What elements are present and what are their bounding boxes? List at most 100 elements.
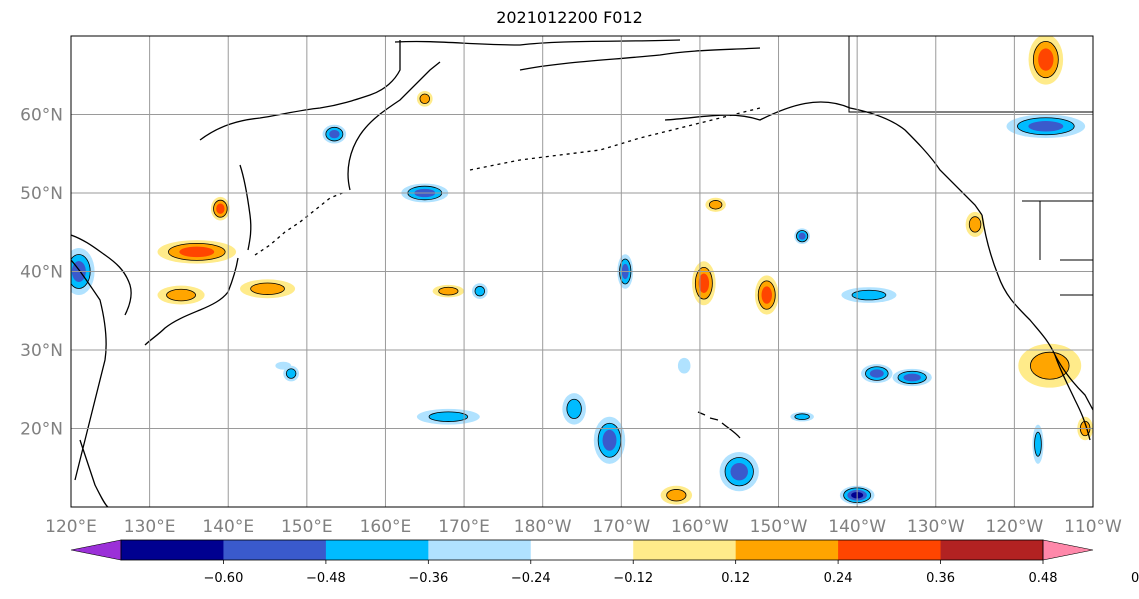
anomaly-33-band-2: [666, 489, 687, 502]
colorbar-label-0: −0.60: [204, 571, 244, 586]
coastlines: [71, 39, 1093, 507]
anomaly-8: [416, 90, 433, 107]
lon-label-7: 170°W: [592, 517, 650, 537]
anomaly-28: [790, 412, 814, 422]
lon-label-1: 130°E: [124, 517, 176, 537]
lon-label-12: 120°W: [986, 517, 1044, 537]
lon-label-4: 160°E: [360, 517, 412, 537]
colorbar-label-2: −0.36: [408, 571, 448, 586]
anomaly-9: [432, 284, 465, 298]
colorbar-label-7: 0.36: [926, 571, 955, 586]
map-frame: [70, 35, 1094, 508]
anomaly-13: [562, 393, 586, 425]
philippines-coast: [79, 439, 109, 507]
anomaly-14-band-3: [602, 429, 617, 451]
anomaly-26: [1028, 36, 1064, 85]
lon-label-10: 140°W: [828, 517, 886, 537]
lat-label-0: 20°N: [20, 420, 63, 440]
kuril-islands: [254, 191, 346, 256]
anomaly-3-band-3: [216, 203, 225, 214]
anomaly-10-band-2: [474, 285, 486, 297]
hawaii-islands: [697, 411, 741, 439]
anomaly-12: [283, 365, 299, 382]
colorbar-label-8: 0.48: [1029, 571, 1058, 586]
anomaly-11: [416, 408, 480, 425]
anomaly-2-band-2: [166, 288, 196, 302]
anomaly-14: [593, 416, 626, 464]
anomaly-12-band-2: [285, 368, 297, 379]
colorbar-label-4: −0.12: [613, 571, 653, 586]
anomaly-25-band-3: [1028, 121, 1064, 132]
anomaly-23-band-3: [903, 373, 921, 382]
lat-label-2: 40°N: [20, 263, 63, 283]
lon-label-0: 120°E: [45, 517, 97, 537]
lat-label-1: 30°N: [20, 341, 63, 361]
colorbar-segment-5: [633, 540, 737, 560]
colorbar-segment-6: [735, 540, 839, 560]
political-borders: [848, 36, 1093, 296]
anomaly-6: [322, 124, 347, 144]
anomaly-2: [157, 285, 205, 305]
anomaly-0: [157, 240, 237, 264]
anomaly-16-band-1: [677, 357, 691, 374]
anomaly-10: [471, 283, 488, 299]
lat-label-3: 50°N: [20, 184, 63, 204]
anomaly-16: [677, 357, 691, 374]
colorbar-extend-low: [70, 539, 122, 561]
sakhalin-coast: [239, 164, 252, 251]
colorbar-segment-8: [940, 540, 1044, 560]
anomaly-27: [794, 228, 810, 245]
colorbar-label-6: 0.24: [824, 571, 853, 586]
lon-label-11: 130°W: [907, 517, 965, 537]
colorbar-segment-0: [121, 540, 224, 560]
anomaly-1-band-2: [250, 282, 285, 295]
anomaly-29: [705, 197, 726, 212]
lon-label-8: 160°W: [671, 517, 729, 537]
lon-label-2: 140°E: [202, 517, 254, 537]
anomaly-18-band-3: [761, 286, 772, 304]
anomaly-1: [240, 279, 296, 299]
colorbar-segment-2: [325, 540, 429, 560]
canada-us-border: [848, 36, 1093, 296]
anomaly-field: [71, 36, 1093, 505]
anomaly-19: [719, 452, 759, 492]
anomaly-0-band-3: [179, 246, 215, 258]
colorbar-label-5: 0.12: [721, 571, 750, 586]
anomaly-31: [965, 211, 985, 237]
lat-label-4: 60°N: [20, 106, 63, 126]
colorbar-label-3: −0.24: [511, 571, 551, 586]
anomaly-23: [892, 368, 932, 387]
lon-label-3: 150°E: [281, 517, 333, 537]
anomaly-3: [210, 196, 230, 221]
korea-china-coast: [71, 234, 132, 481]
anomaly-22: [861, 364, 893, 383]
anomaly-22-band-3: [869, 369, 884, 378]
anomaly-27-band-3: [798, 232, 806, 240]
anomaly-31-band-2: [968, 216, 982, 233]
us-west-coast: [981, 214, 1093, 411]
colorbar-segment-7: [838, 540, 942, 560]
baja-coast: [1054, 354, 1091, 441]
siberia-coast: [199, 40, 401, 141]
anomaly-30: [1032, 424, 1044, 464]
anomaly-29-band-2: [708, 200, 723, 210]
colorbar-label-9: 0.60: [1131, 571, 1139, 586]
japan-coast: [144, 257, 239, 346]
aleutian-islands: [469, 107, 761, 171]
gridlines: [71, 36, 1093, 507]
colorbar-frame: [120, 539, 1044, 561]
anomaly-28-band-2: [794, 413, 810, 421]
anomaly-19-band-3: [730, 462, 748, 481]
anomaly-26-band-3: [1038, 48, 1054, 71]
lon-labels: 120°E 130°E 140°E 150°E 160°E 170°E 180°W 170°W…: [45, 517, 1122, 537]
colorbar: −0.60 −0.48 −0.36 −0.24 −0.12 0.12 0.24 0.36 0.4…: [70, 539, 1139, 586]
map-title: 2021012200 F012: [496, 8, 643, 27]
anomaly-17: [692, 261, 716, 306]
anomaly-17-band-3: [698, 273, 710, 294]
anomaly-18: [754, 275, 779, 315]
anomaly-24: [1018, 343, 1082, 388]
anomaly-9-band-2: [438, 286, 459, 296]
lon-label-13: 110°W: [1064, 517, 1122, 537]
anomaly-6-band-3: [329, 129, 340, 139]
anomaly-21: [841, 287, 897, 303]
